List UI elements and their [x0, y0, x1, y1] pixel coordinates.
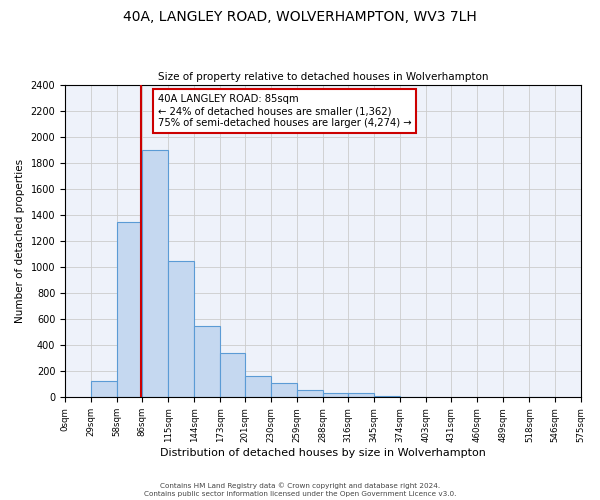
Text: Contains HM Land Registry data © Crown copyright and database right 2024.: Contains HM Land Registry data © Crown c… — [160, 482, 440, 489]
Bar — [323, 393, 349, 398]
Bar — [168, 260, 194, 398]
Y-axis label: Number of detached properties: Number of detached properties — [15, 159, 25, 324]
Bar — [349, 394, 374, 398]
Title: Size of property relative to detached houses in Wolverhampton: Size of property relative to detached ho… — [158, 72, 488, 82]
Bar — [220, 353, 245, 398]
Text: 40A LANGLEY ROAD: 85sqm
← 24% of detached houses are smaller (1,362)
75% of semi: 40A LANGLEY ROAD: 85sqm ← 24% of detache… — [158, 94, 412, 128]
Bar — [117, 222, 142, 398]
Bar — [529, 396, 554, 398]
Bar — [91, 381, 117, 398]
Bar — [194, 326, 220, 398]
Bar — [400, 396, 427, 398]
Bar — [297, 390, 323, 398]
Bar — [245, 376, 271, 398]
Text: 40A, LANGLEY ROAD, WOLVERHAMPTON, WV3 7LH: 40A, LANGLEY ROAD, WOLVERHAMPTON, WV3 7L… — [123, 10, 477, 24]
Bar — [271, 383, 297, 398]
Bar — [142, 150, 168, 398]
X-axis label: Distribution of detached houses by size in Wolverhampton: Distribution of detached houses by size … — [160, 448, 486, 458]
Text: Contains public sector information licensed under the Open Government Licence v3: Contains public sector information licen… — [144, 491, 456, 497]
Bar — [374, 396, 400, 398]
